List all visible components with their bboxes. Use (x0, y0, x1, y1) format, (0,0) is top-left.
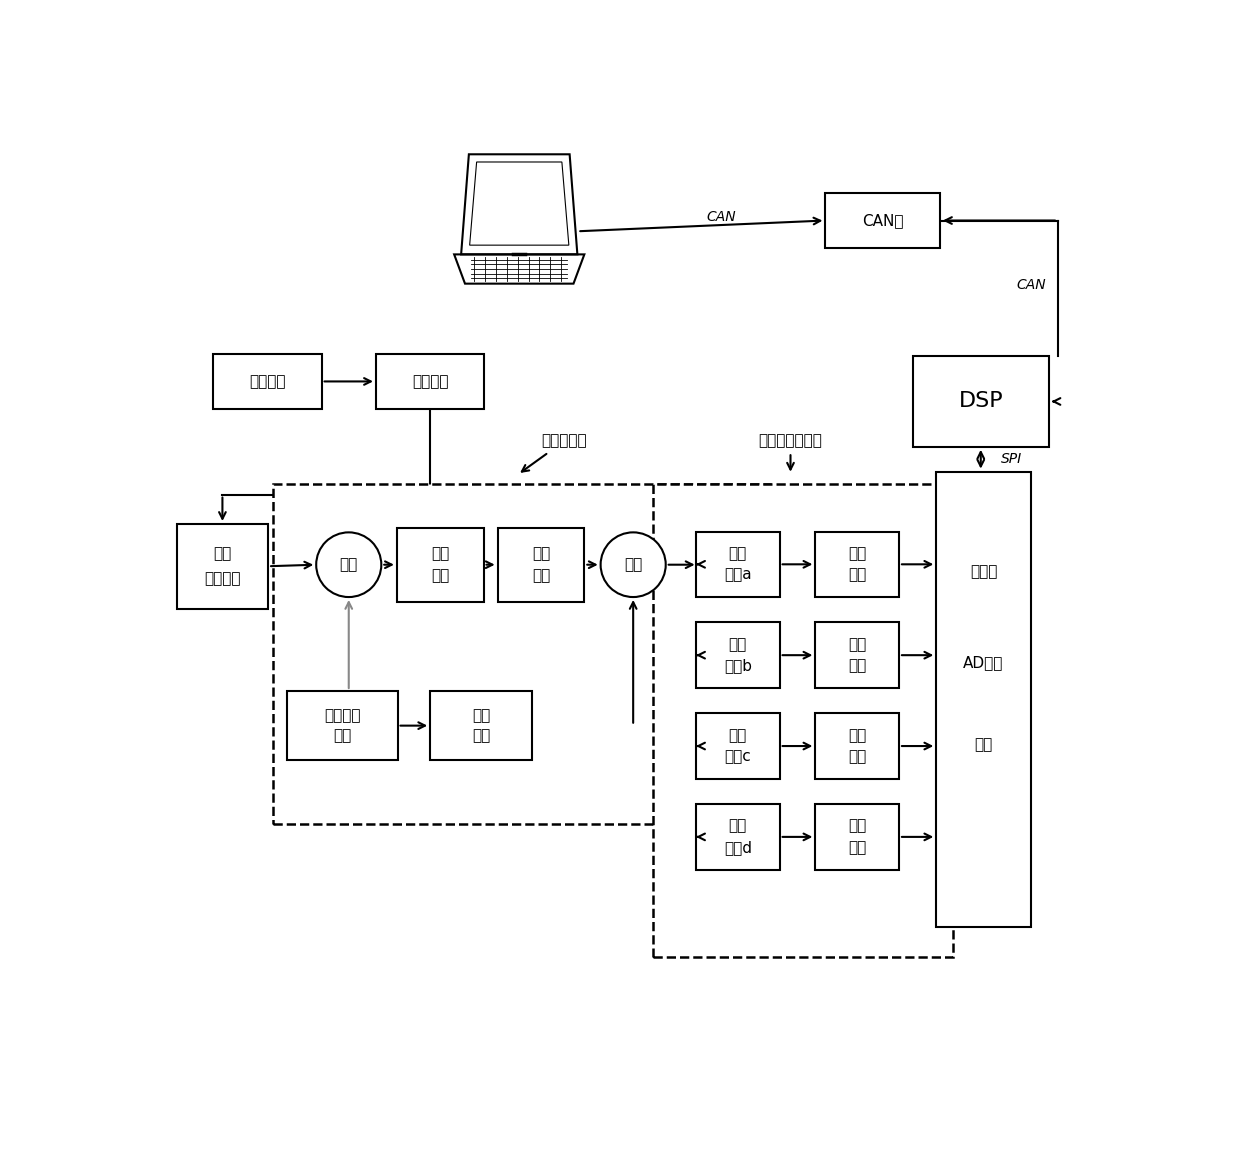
Text: 滤波: 滤波 (848, 567, 867, 582)
Bar (376, 353, 485, 409)
Text: 放大: 放大 (729, 637, 746, 651)
Bar (176, 524, 268, 609)
Text: 低通: 低通 (848, 637, 867, 651)
Bar (286, 691, 398, 761)
Text: CAN: CAN (1016, 279, 1045, 292)
Circle shape (316, 533, 382, 597)
Text: AD采集: AD采集 (963, 655, 1003, 671)
Text: 多通道: 多通道 (970, 564, 997, 579)
Bar (652, 483, 954, 958)
Text: 电路c: 电路c (724, 749, 751, 764)
Text: 电路d: 电路d (724, 840, 751, 855)
Text: 电路: 电路 (472, 729, 490, 744)
Bar (430, 691, 532, 761)
Text: 滤波: 滤波 (848, 749, 867, 764)
Text: 方波产生: 方波产生 (324, 708, 361, 723)
Text: 滤波: 滤波 (848, 658, 867, 673)
Text: 多通道放大电路: 多通道放大电路 (759, 433, 822, 448)
Text: 电路: 电路 (334, 729, 351, 744)
Bar (816, 805, 899, 870)
Text: 电路: 电路 (532, 569, 551, 584)
Text: 接收信号: 接收信号 (249, 374, 285, 389)
Bar (696, 532, 780, 597)
Text: 电路a: 电路a (724, 567, 751, 582)
Text: CAN盒: CAN盒 (862, 213, 904, 228)
Text: 前置: 前置 (213, 546, 232, 561)
Text: 放大: 放大 (532, 546, 551, 561)
Bar (273, 483, 770, 824)
Bar (213, 353, 321, 409)
Text: 低通: 低通 (848, 727, 867, 742)
Text: 滤波电路: 滤波电路 (412, 374, 449, 389)
Text: 滤波: 滤波 (432, 569, 449, 584)
Text: 滤波: 滤波 (848, 840, 867, 855)
Bar (816, 623, 899, 688)
Text: 调制: 调制 (340, 557, 358, 572)
Text: 低通: 低通 (848, 546, 867, 561)
Text: 解调: 解调 (624, 557, 642, 572)
Text: 高通: 高通 (432, 546, 449, 561)
Text: 放大: 放大 (729, 727, 746, 742)
Text: 放大: 放大 (729, 546, 746, 561)
Bar (696, 714, 780, 779)
Bar (816, 714, 899, 779)
Bar (936, 472, 1030, 928)
Bar (497, 528, 584, 602)
Text: 放大电路: 放大电路 (205, 571, 241, 587)
Text: DSP: DSP (959, 391, 1003, 411)
Text: 低通: 低通 (848, 818, 867, 833)
Bar (913, 356, 1049, 447)
Bar (826, 192, 940, 249)
Text: 放大: 放大 (729, 818, 746, 833)
Text: 移相: 移相 (472, 708, 490, 723)
Text: 锁定放大器: 锁定放大器 (542, 433, 587, 448)
Bar (816, 532, 899, 597)
Bar (397, 528, 484, 602)
Bar (696, 623, 780, 688)
Text: CAN: CAN (706, 211, 735, 224)
Text: 电路b: 电路b (724, 658, 751, 673)
Text: SPI: SPI (1001, 452, 1023, 466)
Bar (696, 805, 780, 870)
Text: 电路: 电路 (975, 738, 992, 753)
Circle shape (600, 533, 666, 597)
